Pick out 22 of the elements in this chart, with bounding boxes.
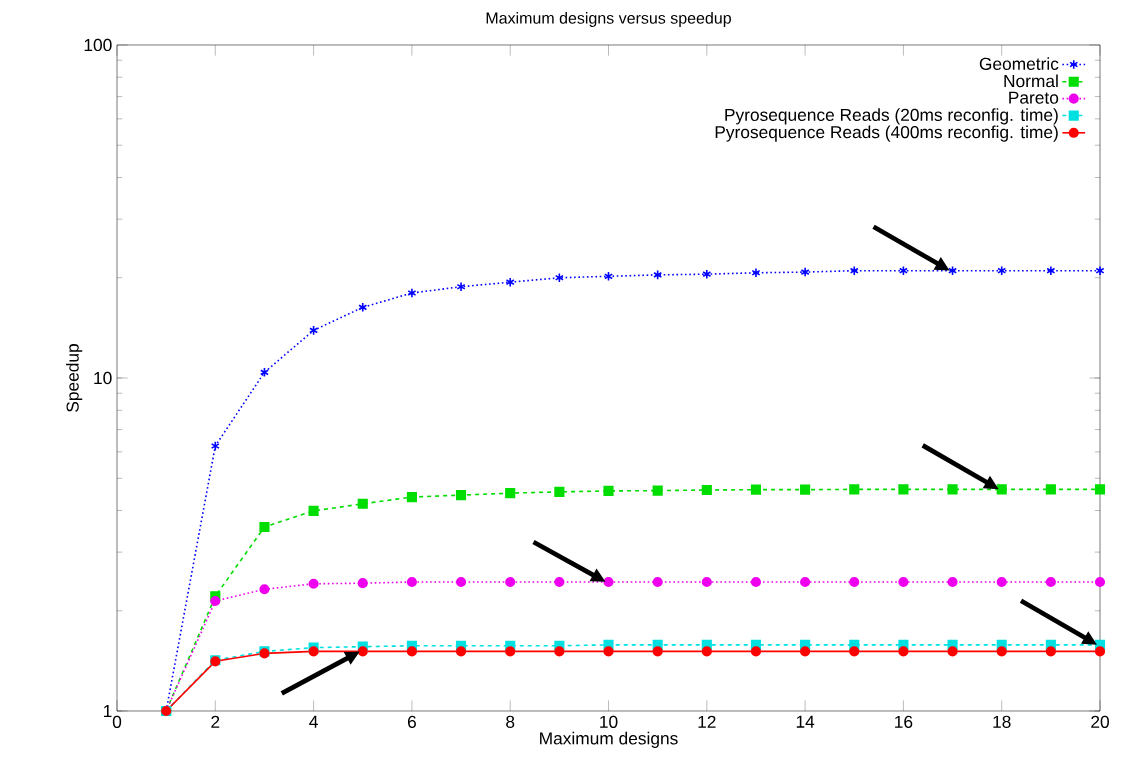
x-tick-label: 4 [309,715,318,728]
x-tick-label: 10 [600,715,618,728]
x-tick-label: 8 [506,715,515,728]
y-tick-label: 10 [94,371,112,385]
legend-label: Pareto [1009,91,1059,104]
x-tick-label: 20 [1091,715,1109,728]
x-tick-label: 18 [993,715,1011,728]
legend-label: Normal [1004,74,1058,88]
x-tick-label: 12 [698,715,716,728]
legend-label: Pyrosequence Reads (400ms reconfig. time) [715,125,1058,142]
y-axis-title: Speedup [66,344,83,412]
x-tick-label: 16 [895,715,913,728]
legend-label: Geometric [979,57,1059,70]
y-tick-label: 100 [84,38,112,52]
x-axis-title: Maximum designs [540,731,678,748]
x-tick-label: 2 [211,715,220,728]
x-tick-label: 14 [796,715,815,728]
legend-label: Pyrosequence Reads (20ms reconfig. time) [725,108,1058,125]
x-tick-label: 6 [407,715,416,728]
chart-title: Maximum designs versus speedup [486,12,731,27]
y-tick-label: 1 [103,705,112,717]
x-tick-label: 0 [112,715,122,728]
